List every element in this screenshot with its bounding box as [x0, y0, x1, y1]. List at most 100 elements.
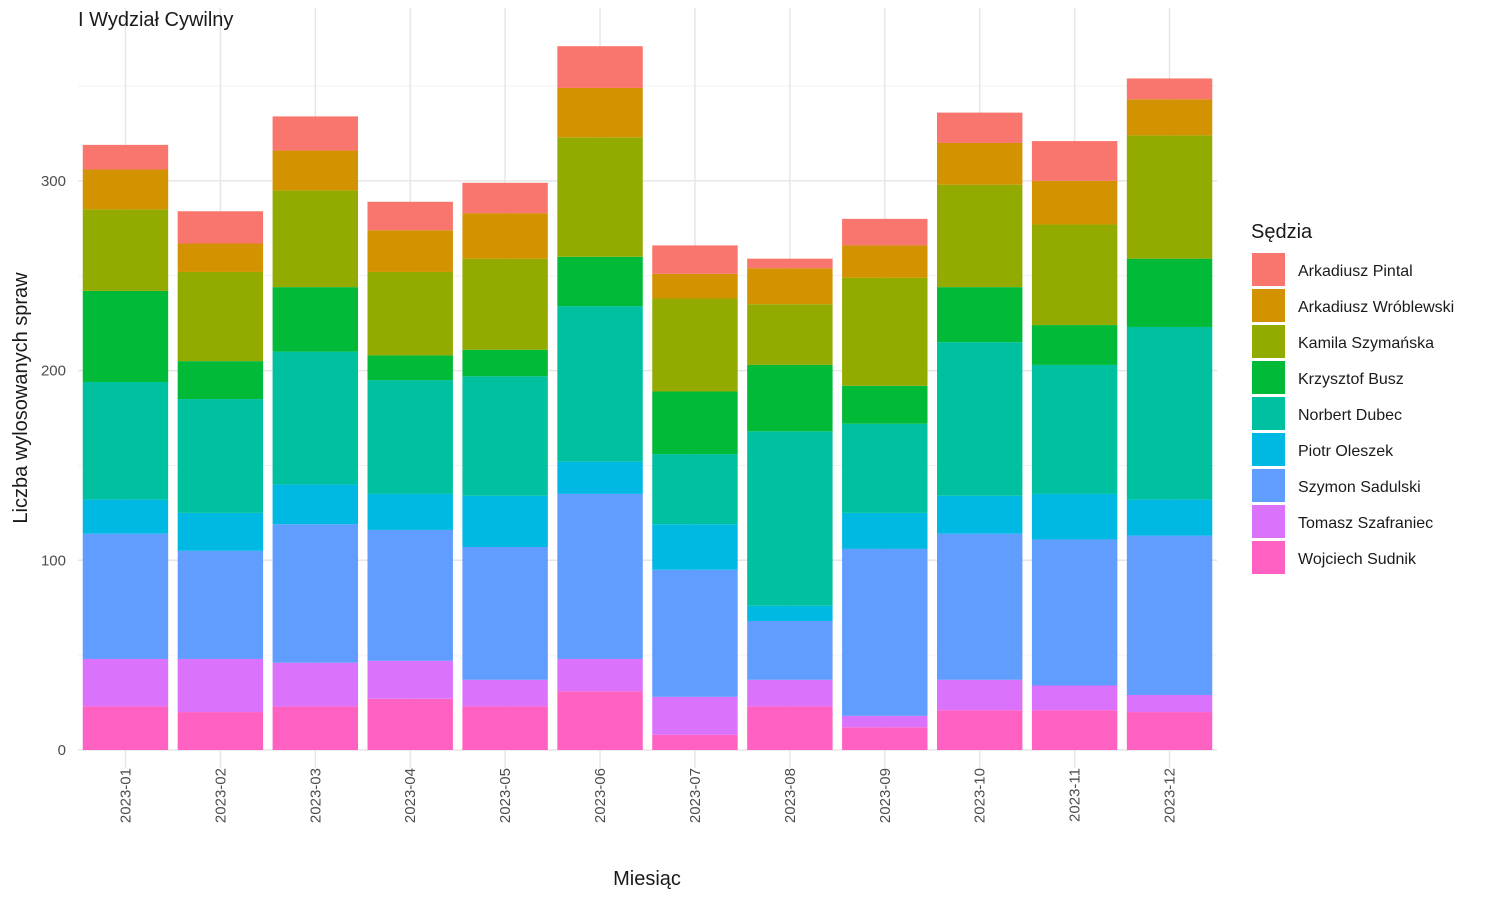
- bar-segment: [1126, 78, 1213, 100]
- bar-segment: [367, 230, 453, 272]
- bar-segment: [462, 349, 548, 377]
- bars: [82, 46, 1213, 750]
- legend-item: Arkadiusz Wróblewski: [1252, 289, 1454, 322]
- x-tick-label: 2023-11: [1067, 768, 1084, 822]
- x-tick-label: 2023-05: [497, 768, 514, 823]
- x-tick-label: 2023-02: [212, 768, 229, 823]
- bar-segment: [842, 277, 928, 386]
- bar-segment: [177, 211, 264, 244]
- bar-stack-2023-03: [272, 116, 359, 750]
- legend-item: Wojciech Sudnik: [1252, 541, 1417, 574]
- bar-segment: [82, 706, 169, 750]
- bar-segment: [747, 364, 833, 432]
- bar-segment: [82, 209, 169, 291]
- bar-segment: [462, 376, 548, 496]
- bar-segment: [177, 712, 264, 750]
- y-tick-label: 0: [58, 742, 66, 759]
- bar-segment: [272, 706, 359, 750]
- bar-segment: [557, 306, 643, 462]
- x-tick-label: 2023-03: [307, 768, 324, 823]
- bar-segment: [557, 493, 643, 659]
- legend-swatch: [1252, 325, 1285, 358]
- bar-segment: [936, 533, 1023, 680]
- bar-segment: [842, 548, 928, 716]
- legend-label: Arkadiusz Pintal: [1298, 263, 1413, 280]
- bar-segment: [1031, 685, 1118, 711]
- bar-segment: [557, 691, 643, 750]
- bar-segment: [367, 271, 453, 356]
- bar-segment: [842, 423, 928, 513]
- bar-segment: [82, 144, 169, 170]
- bar-segment: [367, 355, 453, 381]
- legend-swatch: [1252, 433, 1285, 466]
- bar-stack-2023-06: [557, 46, 643, 750]
- bar-stack-2023-05: [462, 182, 548, 750]
- bar-segment: [82, 658, 169, 707]
- bar-segment: [936, 342, 1023, 496]
- bar-segment: [272, 116, 359, 151]
- y-tick-label: 300: [41, 173, 66, 190]
- bar-segment: [82, 499, 169, 534]
- x-tick-label: 2023-08: [782, 768, 799, 823]
- legend-label: Kamila Szymańska: [1298, 335, 1434, 352]
- x-tick-label: 2023-12: [1162, 768, 1179, 823]
- bar-segment: [1126, 99, 1213, 136]
- bar-stack-2023-11: [1031, 141, 1118, 750]
- bar-segment: [1126, 535, 1213, 695]
- bar-segment: [1126, 326, 1213, 500]
- bar-segment: [842, 512, 928, 549]
- x-tick-label: 2023-01: [117, 768, 134, 823]
- bar-segment: [747, 258, 833, 269]
- bar-stack-2023-02: [177, 211, 264, 750]
- bar-segment: [177, 658, 264, 713]
- bar-segment: [557, 46, 643, 88]
- bar-segment: [557, 461, 643, 494]
- bar-segment: [367, 380, 453, 494]
- y-axis-ticks: 0 100 200 300: [41, 173, 66, 759]
- legend-swatch: [1252, 541, 1285, 574]
- bar-segment: [462, 679, 548, 707]
- bar-segment: [367, 529, 453, 661]
- legend-swatch: [1252, 397, 1285, 430]
- bar-segment: [272, 150, 359, 191]
- legend-item: Szymon Sadulski: [1252, 469, 1421, 502]
- bar-segment: [462, 258, 548, 350]
- x-tick-label: 2023-04: [402, 768, 419, 823]
- bar-segment: [177, 271, 264, 362]
- legend-swatch: [1252, 469, 1285, 502]
- y-tick-label: 200: [41, 363, 66, 380]
- legend-item: Kamila Szymańska: [1252, 325, 1434, 358]
- bar-segment: [747, 605, 833, 622]
- bar-segment: [1031, 710, 1118, 750]
- bar-segment: [1031, 493, 1118, 540]
- y-tick-label: 100: [41, 552, 66, 569]
- x-tick-label: 2023-09: [877, 768, 894, 823]
- bar-stack-2023-10: [936, 112, 1023, 750]
- bar-segment: [1126, 135, 1213, 259]
- legend-swatch: [1252, 289, 1285, 322]
- bar-segment: [557, 658, 643, 692]
- bar-segment: [462, 547, 548, 680]
- bar-segment: [557, 256, 643, 307]
- bar-segment: [1126, 694, 1213, 713]
- bar-segment: [936, 710, 1023, 750]
- bar-segment: [652, 298, 738, 392]
- bar-stack-2023-08: [747, 258, 833, 750]
- legend-swatch: [1252, 361, 1285, 394]
- bar-segment: [842, 715, 928, 728]
- bar-segment: [177, 512, 264, 551]
- legend-label: Krzysztof Busz: [1298, 371, 1404, 388]
- legend-label: Szymon Sadulski: [1298, 479, 1421, 496]
- bar-segment: [652, 524, 738, 570]
- bar-segment: [82, 533, 169, 659]
- legend-swatch: [1252, 253, 1285, 286]
- bar-segment: [747, 268, 833, 305]
- legend-item: Krzysztof Busz: [1252, 361, 1404, 394]
- bar-segment: [367, 660, 453, 699]
- bar-segment: [1126, 499, 1213, 536]
- bar-segment: [936, 112, 1023, 143]
- bar-segment: [1031, 180, 1118, 225]
- legend-item: Norbert Dubec: [1252, 397, 1402, 430]
- bar-segment: [462, 213, 548, 259]
